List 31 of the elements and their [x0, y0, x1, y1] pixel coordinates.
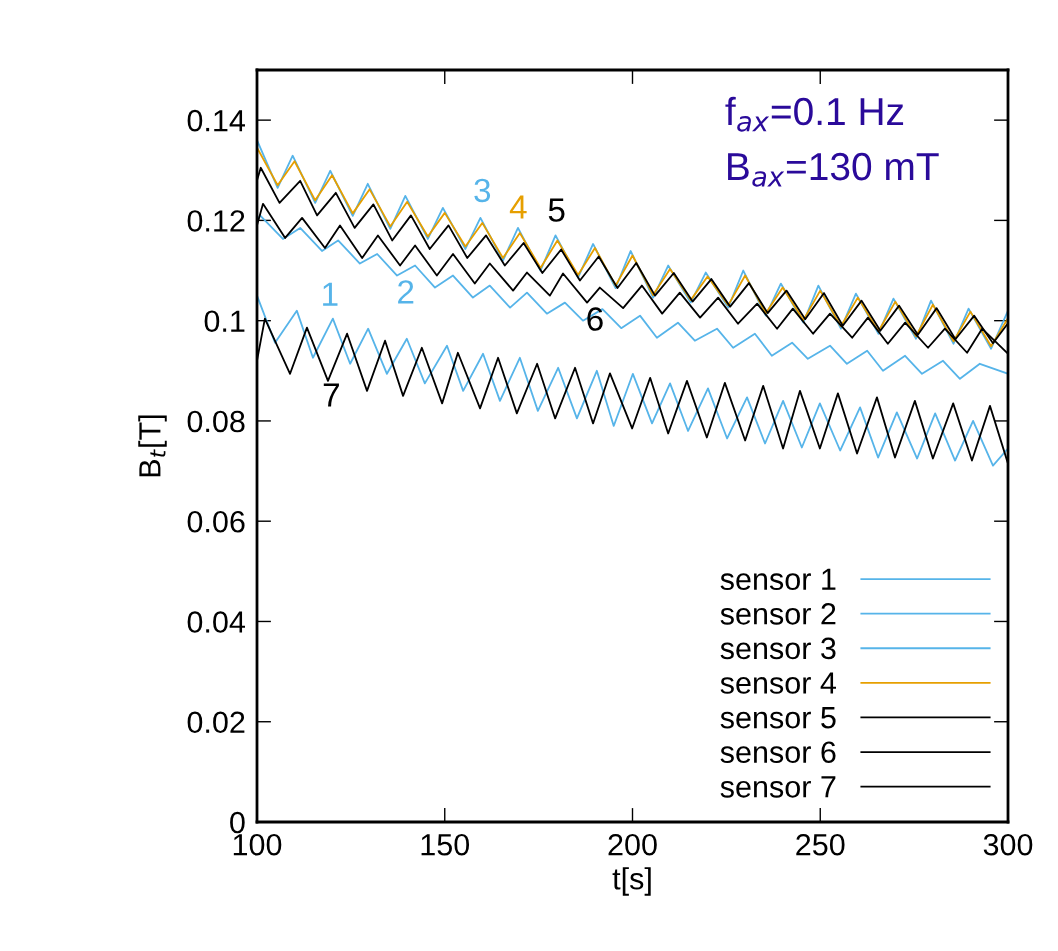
y-tick-label: 0.04 [187, 611, 245, 633]
y-tick-label: 0.14 [187, 109, 245, 132]
legend-label: sensor 2 [720, 603, 836, 625]
annotation: 6 [587, 307, 603, 331]
y-tick-label: 0.12 [187, 210, 245, 232]
annotation: f$_{ax}$=0.1 Hz [725, 96, 904, 132]
legend-label: sensor 7 [720, 776, 836, 798]
annotation: 5 [548, 198, 565, 222]
legend-label: sensor 4 [720, 672, 836, 694]
y-tick-label: 0.06 [187, 510, 245, 533]
legend-label: sensor 6 [720, 741, 836, 764]
x-tick-label: 300 [983, 833, 1033, 856]
annotation: 2 [398, 280, 414, 304]
annotation: 1 [323, 282, 338, 306]
x-tick-label: 200 [608, 833, 657, 856]
x-tick-label: 150 [421, 833, 470, 856]
y-tick-label: 0.08 [187, 410, 245, 433]
legend-label: sensor 1 [720, 568, 836, 591]
y-tick-label: 0.1 [204, 310, 245, 333]
annotation: 7 [323, 383, 339, 407]
annotation: 4 [509, 195, 527, 219]
y-tick-label: 0.02 [187, 711, 245, 734]
legend-label: sensor 3 [720, 637, 836, 660]
x-tick-label: 250 [796, 833, 845, 856]
legend-label: sensor 5 [720, 707, 836, 729]
x-axis-title: t[s] [612, 867, 651, 896]
y-axis-title: B$_{t}$[T] [138, 415, 167, 477]
x-tick-label: 100 [233, 833, 282, 856]
annotation: 3 [474, 178, 491, 203]
y-tick-label: 0 [230, 811, 245, 834]
annotation: B$_{ax}$=130 mT [728, 152, 939, 187]
